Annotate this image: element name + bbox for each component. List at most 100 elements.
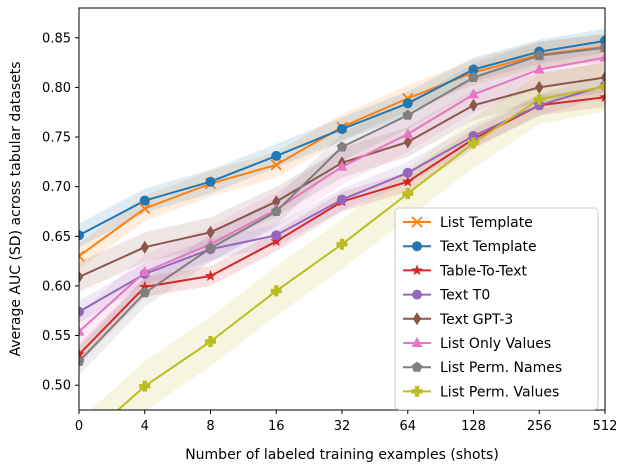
point-text-gpt-3 (535, 80, 544, 94)
point-text-t0 (271, 230, 282, 241)
legend-label-text-gpt-3: Text GPT-3 (439, 312, 513, 328)
point-text-template (205, 176, 216, 187)
point-text-template (139, 195, 150, 206)
point-text-gpt-3 (469, 98, 478, 112)
point-list-perm-values (74, 439, 85, 450)
point-text-template (402, 98, 413, 109)
x-tick-label: 512 (593, 419, 618, 434)
point-list-only-values (336, 160, 348, 171)
x-axis: 0 4 8 16 32 64 128 256 512 (75, 410, 618, 434)
point-table-to-text (204, 270, 217, 281)
band-text-template (79, 28, 605, 248)
point-table-to-text (139, 280, 151, 292)
point-list-only-values (139, 266, 151, 276)
band-list-template (79, 33, 605, 270)
x-axis-label: Number of labeled training examples (sho… (185, 447, 499, 463)
point-list-perm-values (270, 285, 282, 297)
legend-box (394, 207, 599, 411)
legend-label-text-t0: Text T0 (439, 288, 490, 304)
point-text-t0 (468, 131, 479, 142)
point-list-perm-values (468, 137, 479, 149)
band-list-only-values (79, 39, 605, 350)
point-text-template (468, 64, 479, 75)
point-table-to-text (599, 91, 605, 103)
point-list-perm-names (402, 109, 414, 120)
point-list-perm-names (336, 141, 348, 152)
legend-marker-table-to-text (411, 264, 423, 276)
point-text-template (79, 230, 84, 241)
x-tick-label: 64 (399, 419, 416, 434)
point-list-perm-values (139, 380, 151, 392)
point-list-only-values (599, 51, 605, 62)
point-list-perm-values (205, 336, 216, 348)
point-table-to-text (79, 348, 85, 360)
point-table-to-text (270, 235, 282, 247)
series-markers (74, 35, 605, 450)
point-text-template (271, 150, 282, 161)
point-list-template (139, 202, 151, 215)
y-tick-label: 0.75 (42, 131, 71, 146)
y-tick-label: 0.55 (42, 329, 71, 344)
legend-marker-text-gpt-3 (412, 312, 422, 326)
legend-marker-list-only-values (411, 337, 423, 347)
y-tick-label: 0.80 (42, 81, 71, 96)
point-list-perm-values (599, 80, 605, 92)
point-text-gpt-3 (272, 195, 281, 209)
point-list-only-values (533, 63, 545, 74)
legend-label-list-perm-names: List Perm. Names (440, 360, 562, 376)
x-tick-label: 16 (268, 419, 285, 434)
point-list-perm-values (402, 188, 414, 200)
x-tick-label: 4 (141, 419, 149, 434)
x-tick-label: 256 (527, 419, 552, 434)
legend-label-list-only-values: List Only Values (440, 336, 551, 352)
point-list-template (79, 250, 85, 262)
point-list-perm-values (533, 93, 545, 105)
y-axis-label: Average AUC (SD) across tabular datasets (8, 61, 24, 356)
y-axis: 0.50 0.55 0.60 0.65 0.70 0.75 0.80 0.85 (42, 31, 79, 394)
legend-marker-text-t0 (412, 289, 422, 300)
point-text-t0 (534, 100, 545, 111)
y-tick-label: 0.85 (42, 31, 71, 46)
band-list-perm-values (90, 61, 605, 410)
y-tick-label: 0.60 (42, 279, 71, 294)
legend-marker-text-template (412, 241, 422, 252)
legend-label-table-to-text: Table-To-Text (439, 263, 528, 279)
x-tick-label: 128 (461, 419, 486, 434)
point-list-perm-names (79, 355, 85, 366)
legend-label-list-perm-values: List Perm. Values (440, 384, 559, 400)
point-list-perm-names (205, 242, 216, 253)
point-list-only-values (79, 325, 85, 336)
point-list-perm-names (139, 287, 151, 298)
point-text-gpt-3 (403, 135, 412, 149)
point-list-perm-names (270, 205, 282, 216)
point-list-perm-values (336, 238, 348, 250)
point-text-template (337, 124, 347, 135)
point-list-perm-names (533, 50, 545, 61)
point-text-t0 (402, 167, 413, 178)
x-tick-label: 8 (206, 419, 214, 434)
y-tick-label: 0.65 (42, 230, 71, 245)
y-tick-label: 0.70 (42, 180, 71, 195)
point-list-template (270, 159, 282, 171)
legend-label-text-template: Text Template (439, 239, 537, 255)
x-tick-label: 32 (334, 419, 351, 434)
point-text-gpt-3 (206, 225, 215, 239)
x-tick-label: 0 (75, 419, 83, 434)
point-text-t0 (337, 194, 347, 205)
point-text-gpt-3 (79, 270, 84, 284)
legend-marker-list-template (411, 216, 423, 228)
y-tick-label: 0.50 (42, 379, 71, 394)
legend-marker-list-perm-values (411, 385, 423, 397)
point-text-gpt-3 (140, 240, 149, 254)
point-list-perm-names (599, 42, 605, 53)
point-table-to-text (402, 175, 414, 187)
point-text-t0 (79, 306, 84, 317)
point-list-perm-names (468, 71, 479, 82)
legend-marker-list-perm-names (411, 361, 423, 372)
point-list-only-values (468, 88, 479, 99)
legend: List Template Text Template Table-To-Text T… (394, 207, 599, 411)
legend-label-list-template: List Template (440, 215, 533, 231)
point-text-gpt-3 (600, 71, 605, 84)
point-list-only-values (402, 128, 414, 139)
